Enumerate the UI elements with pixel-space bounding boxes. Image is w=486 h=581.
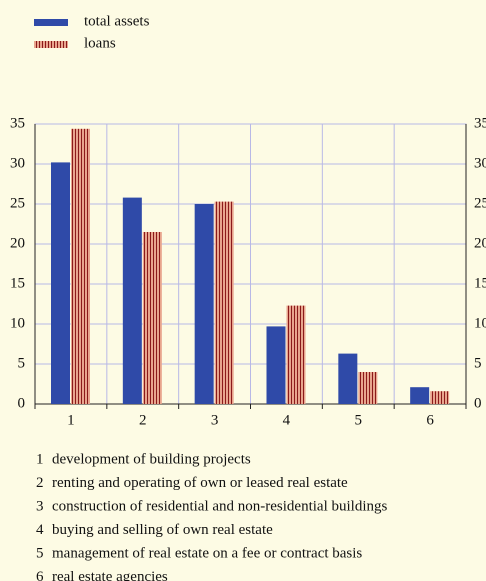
y-tick-label: 20	[10, 235, 25, 251]
note-text: development of building projects	[52, 451, 251, 467]
y-tick-label: 0	[18, 395, 26, 411]
y2-tick-label: 10	[474, 315, 486, 331]
bar	[51, 162, 70, 404]
x-tick-label: 1	[67, 412, 75, 428]
note-number: 2	[36, 475, 44, 491]
bar	[410, 387, 430, 404]
legend-swatch	[34, 19, 68, 26]
x-tick-label: 4	[283, 412, 291, 428]
y2-tick-label: 25	[474, 195, 486, 211]
bar	[430, 391, 450, 404]
note-number: 5	[36, 545, 44, 561]
y-tick-label: 30	[10, 155, 25, 171]
y-tick-label: 15	[10, 275, 25, 291]
bar	[142, 232, 162, 404]
x-tick-label: 5	[355, 412, 363, 428]
note-number: 3	[36, 498, 44, 514]
legend-swatch	[34, 41, 68, 48]
note-number: 4	[36, 522, 44, 538]
y2-tick-label: 35	[474, 115, 486, 131]
bar	[358, 372, 378, 404]
y-tick-label: 25	[10, 195, 25, 211]
note-number: 6	[36, 569, 44, 581]
note-text: real estate agencies	[52, 569, 168, 581]
x-tick-label: 3	[211, 412, 219, 428]
note-text: management of real estate on a fee or co…	[52, 545, 362, 561]
bar	[71, 128, 90, 405]
legend-label: total assets	[84, 13, 150, 29]
bar	[122, 197, 142, 404]
y2-tick-label: 5	[474, 355, 482, 371]
note-text: renting and operating of own or leased r…	[52, 475, 348, 491]
x-tick-label: 6	[426, 412, 434, 428]
legend-label: loans	[84, 35, 116, 51]
y2-tick-label: 20	[474, 235, 486, 251]
bar	[338, 353, 358, 404]
note-text: buying and selling of own real estate	[52, 522, 273, 538]
bar	[286, 305, 306, 404]
bar	[266, 326, 286, 404]
y-tick-label: 10	[10, 315, 25, 331]
bar	[214, 201, 234, 404]
x-tick-label: 2	[139, 412, 147, 428]
y2-tick-label: 30	[474, 155, 486, 171]
bar	[194, 204, 214, 404]
y2-tick-label: 0	[474, 395, 482, 411]
note-number: 1	[36, 451, 44, 467]
note-text: construction of residential and non-resi…	[52, 498, 388, 514]
y-tick-label: 5	[18, 355, 26, 371]
y2-tick-label: 15	[474, 275, 486, 291]
y-tick-label: 35	[10, 115, 25, 131]
